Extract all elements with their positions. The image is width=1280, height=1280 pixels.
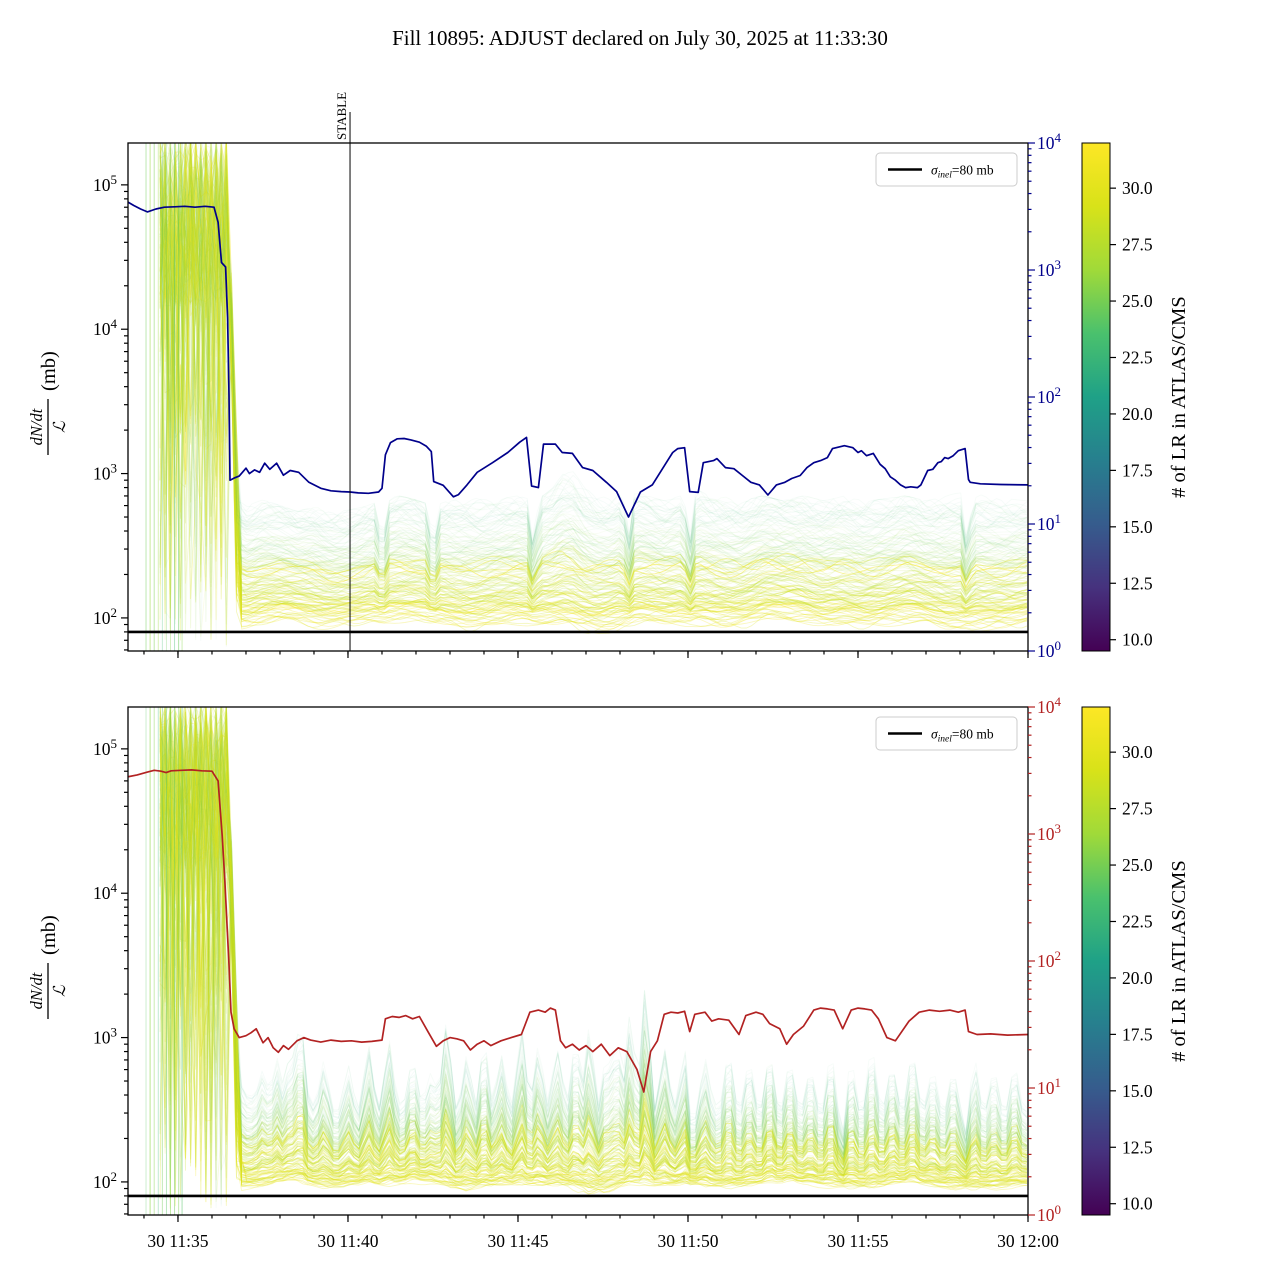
bottom-plot-area (128, 707, 1028, 1215)
svg-text:104: 104 (93, 316, 118, 339)
svg-text:104: 104 (1037, 694, 1062, 717)
svg-text:100: 100 (1037, 1202, 1061, 1225)
top-axis-labels: 102 103 104 105 100 101 102 103 104 (93, 130, 1062, 661)
svg-text:104: 104 (1037, 130, 1062, 153)
bottom-legend: σinel=80 mb (875, 716, 1018, 751)
bottom-right-axis-ticks (1028, 706, 1035, 1216)
bottom-colorbar: 10.0 12.5 15.0 17.5 20.0 22.5 25.0 27.5 30.0 # of… (1081, 706, 1190, 1216)
svg-text:12.5: 12.5 (1122, 573, 1153, 593)
bottom-prefill-stripes (145, 707, 183, 1215)
svg-text:ℒ: ℒ (50, 984, 69, 997)
svg-text:22.5: 22.5 (1122, 347, 1153, 367)
svg-text:27.5: 27.5 (1122, 799, 1153, 819)
svg-text:101: 101 (1037, 511, 1061, 534)
svg-text:104: 104 (93, 880, 118, 903)
top-colorbar-label: # of LR in ATLAS/CMS (1168, 296, 1190, 498)
svg-text:σinel=80 mb: σinel=80 mb (931, 727, 994, 745)
svg-text:103: 103 (93, 461, 117, 484)
bottom-ylabel: dN/dt ℒ (mb) (27, 915, 69, 1019)
svg-text:12.5: 12.5 (1122, 1137, 1153, 1157)
top-right-axis-ticks (1028, 142, 1035, 652)
svg-text:102: 102 (93, 1169, 117, 1192)
svg-text:(mb): (mb) (38, 915, 60, 955)
svg-text:30 11:50: 30 11:50 (657, 1231, 718, 1251)
svg-text:20.0: 20.0 (1122, 968, 1153, 988)
svg-text:dN/dt: dN/dt (27, 972, 46, 1009)
top-legend: σinel=80 mb (875, 152, 1018, 187)
svg-text:30 11:35: 30 11:35 (147, 1231, 208, 1251)
svg-text:27.5: 27.5 (1122, 235, 1153, 255)
svg-text:10.0: 10.0 (1122, 1194, 1153, 1214)
bottom-colorbar-label: # of LR in ATLAS/CMS (1168, 860, 1190, 1062)
svg-text:103: 103 (1037, 257, 1061, 280)
top-colorbar: 10.0 12.5 15.0 17.5 20.0 22.5 25.0 27.5 30.0 # of… (1081, 142, 1190, 652)
svg-text:30 12:00: 30 12:00 (997, 1231, 1059, 1251)
svg-text:σinel=80 mb: σinel=80 mb (931, 163, 994, 181)
x-tick-labels: 30 11:35 30 11:40 30 11:45 30 11:50 30 11:55… (147, 1231, 1059, 1251)
top-spaghetti-traces (159, 143, 1028, 648)
svg-text:15.0: 15.0 (1122, 1081, 1153, 1101)
top-ylabel: dN/dt ℒ (mb) (27, 351, 69, 455)
svg-text:25.0: 25.0 (1122, 855, 1153, 875)
svg-text:25.0: 25.0 (1122, 291, 1153, 311)
top-prefill-stripes (145, 143, 183, 651)
svg-text:10.0: 10.0 (1122, 630, 1153, 650)
svg-text:20.0: 20.0 (1122, 404, 1153, 424)
top-plot-area (128, 143, 1028, 651)
stable-label: STABLE (334, 92, 349, 140)
bottom-spaghetti-traces (159, 707, 1028, 1209)
svg-text:30.0: 30.0 (1122, 742, 1153, 762)
svg-text:30.0: 30.0 (1122, 178, 1153, 198)
bottom-axis-labels: 102 103 104 105 100 101 102 103 104 (93, 694, 1062, 1225)
svg-text:17.5: 17.5 (1122, 1024, 1153, 1044)
svg-text:105: 105 (93, 172, 117, 195)
bottom-axis-ticks (121, 748, 1029, 1222)
svg-text:102: 102 (1037, 384, 1061, 407)
svg-text:101: 101 (1037, 1075, 1061, 1098)
top-panel: STABLE 102 103 104 105 100 101 102 103 104 dN/dt ℒ (… (27, 92, 1190, 661)
svg-text:102: 102 (93, 605, 117, 628)
svg-text:22.5: 22.5 (1122, 911, 1153, 931)
svg-text:100: 100 (1037, 638, 1061, 661)
svg-text:103: 103 (1037, 821, 1061, 844)
svg-text:ℒ: ℒ (50, 420, 69, 433)
svg-text:(mb): (mb) (38, 351, 60, 391)
svg-text:dN/dt: dN/dt (27, 408, 46, 445)
svg-text:103: 103 (93, 1025, 117, 1048)
svg-text:30 11:55: 30 11:55 (827, 1231, 888, 1251)
svg-text:30 11:40: 30 11:40 (317, 1231, 378, 1251)
bottom-rate-line (128, 769, 1028, 1093)
top-axis-ticks (121, 184, 1029, 658)
svg-text:105: 105 (93, 736, 117, 759)
svg-text:15.0: 15.0 (1122, 517, 1153, 537)
figure-title: Fill 10895: ADJUST declared on July 30, … (392, 26, 888, 50)
svg-text:30 11:45: 30 11:45 (487, 1231, 548, 1251)
bottom-panel: 102 103 104 105 100 101 102 103 104 dN/dt ℒ (mb) σin… (27, 694, 1190, 1225)
svg-text:102: 102 (1037, 948, 1061, 971)
svg-text:17.5: 17.5 (1122, 460, 1153, 480)
top-rate-line (128, 201, 1028, 518)
